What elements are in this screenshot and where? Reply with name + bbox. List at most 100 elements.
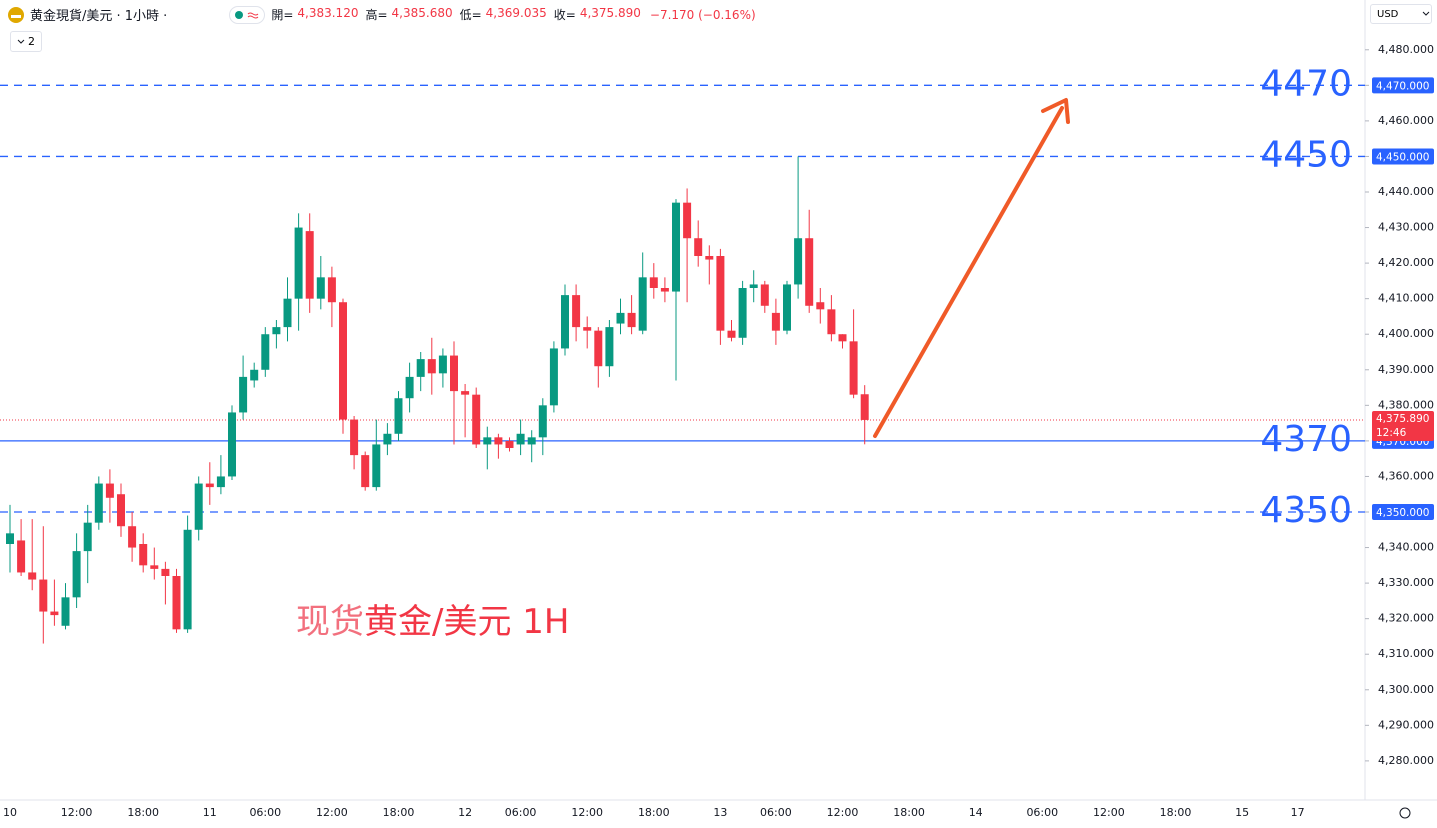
candle-body (283, 298, 292, 328)
candle-body (128, 526, 137, 548)
x-tick-label: 18:00 (383, 806, 415, 819)
x-tick-label: 12:00 (571, 806, 603, 819)
candle-body (860, 394, 869, 420)
currency: USD (1377, 8, 1399, 20)
candle-body (427, 359, 436, 374)
level-label: 4350 (1260, 490, 1352, 531)
y-tick-label: 4,380.000 (1378, 398, 1434, 411)
candle-body (272, 327, 281, 335)
candle-body (549, 348, 558, 406)
candle-body (561, 295, 569, 349)
candle-body (805, 238, 814, 306)
candle-body (794, 238, 803, 285)
candle-body (72, 551, 81, 598)
level-tag (1372, 77, 1434, 94)
candle-body (816, 302, 825, 310)
level-tag-label: 4,450.000 (1376, 151, 1429, 163)
candle-body (61, 597, 70, 626)
candle-body (649, 277, 658, 288)
level-tag-label: 4,470.000 (1376, 80, 1429, 92)
indicator-toggle[interactable]: 2 (10, 31, 42, 52)
candle-body (361, 455, 370, 488)
currency-select[interactable]: USD (1370, 4, 1432, 24)
ohlc-value: 4,369.035 (485, 6, 547, 20)
x-tick-label: 17 (1291, 806, 1305, 819)
level-label: 4370 (1260, 419, 1352, 460)
x-tick-label: 12:00 (61, 806, 93, 819)
candle-body (383, 433, 392, 445)
candle-body (394, 398, 403, 434)
candle-body (450, 355, 458, 392)
candle-body (228, 412, 236, 477)
symbol-icon (8, 6, 24, 23)
level-tag (1372, 148, 1434, 165)
x-tick-label: 06:00 (760, 806, 792, 819)
candle-body (827, 309, 836, 335)
x-tick-label: 14 (969, 806, 983, 819)
candle-body (694, 238, 703, 256)
y-tick-label: 4,400.000 (1378, 327, 1434, 340)
level-tag-label: 4,350.000 (1376, 507, 1429, 519)
candle-body (738, 288, 747, 338)
candle-body (50, 611, 59, 616)
last-price-label: 4,375.890 (1376, 413, 1429, 425)
x-tick-label: 10 (3, 806, 17, 819)
level-label: 4450 (1260, 134, 1352, 175)
y-tick-label: 4,290.000 (1378, 718, 1434, 731)
level-tag (1372, 504, 1434, 520)
candle-body (194, 483, 203, 530)
x-tick-label: 12:00 (1093, 806, 1125, 819)
candle-body (6, 533, 14, 544)
candle-body (627, 312, 636, 328)
ohlc-label: 收= (553, 8, 576, 22)
candle-body (261, 334, 270, 370)
candle-body (838, 334, 847, 342)
candle-body (250, 369, 259, 381)
x-tick-label: 06:00 (249, 806, 281, 819)
candle-body (239, 376, 248, 413)
candle-body (105, 483, 114, 498)
indicator-pill[interactable] (229, 5, 266, 24)
ohlc-label: 高= (365, 8, 388, 22)
change: −7.170 (−0.16%) (649, 7, 756, 22)
candle-body (461, 391, 470, 395)
candle-body (438, 355, 447, 374)
settings-icon[interactable] (1399, 807, 1411, 819)
candle-body (183, 529, 192, 630)
y-tick-label: 4,460.000 (1378, 114, 1434, 127)
x-tick-label: 18:00 (127, 806, 159, 819)
ohlc-value: 4,385.680 (391, 6, 453, 20)
candle-body (139, 544, 148, 566)
candle-body (783, 284, 791, 331)
candle-body (660, 288, 669, 292)
x-tick-label: 15 (1235, 806, 1249, 819)
candle-body (305, 231, 314, 299)
x-tick-label: 13 (713, 806, 727, 819)
ohlc-label: 開= (271, 8, 294, 22)
y-tick-label: 4,280.000 (1378, 754, 1434, 767)
x-tick-label: 12:00 (316, 806, 348, 819)
candle-body (416, 359, 425, 377)
symbol-title[interactable]: 黄金現貨/美元 · 1小時 · (30, 9, 168, 24)
y-tick-label: 4,300.000 (1378, 683, 1434, 696)
arrow (873, 98, 1070, 438)
x-tick-label: 18:00 (893, 806, 925, 819)
ohlc-value: 4,383.120 (297, 6, 359, 20)
candle-body (327, 277, 336, 303)
candle-body (849, 341, 858, 395)
candle-body (316, 277, 325, 299)
x-tick-label: 18:00 (1160, 806, 1192, 819)
candle-body (505, 440, 514, 448)
candle-body (405, 376, 414, 399)
candle-body (727, 330, 736, 338)
candle-body (716, 256, 725, 331)
x-tick-label: 06:00 (1026, 806, 1058, 819)
candle-body (771, 312, 780, 331)
indicator-count: 2 (28, 35, 35, 48)
x-tick-label: 11 (203, 806, 217, 819)
candle-body (483, 437, 492, 445)
arrow-head (1041, 98, 1070, 124)
candle-body (161, 568, 170, 576)
candle-body (672, 202, 680, 292)
